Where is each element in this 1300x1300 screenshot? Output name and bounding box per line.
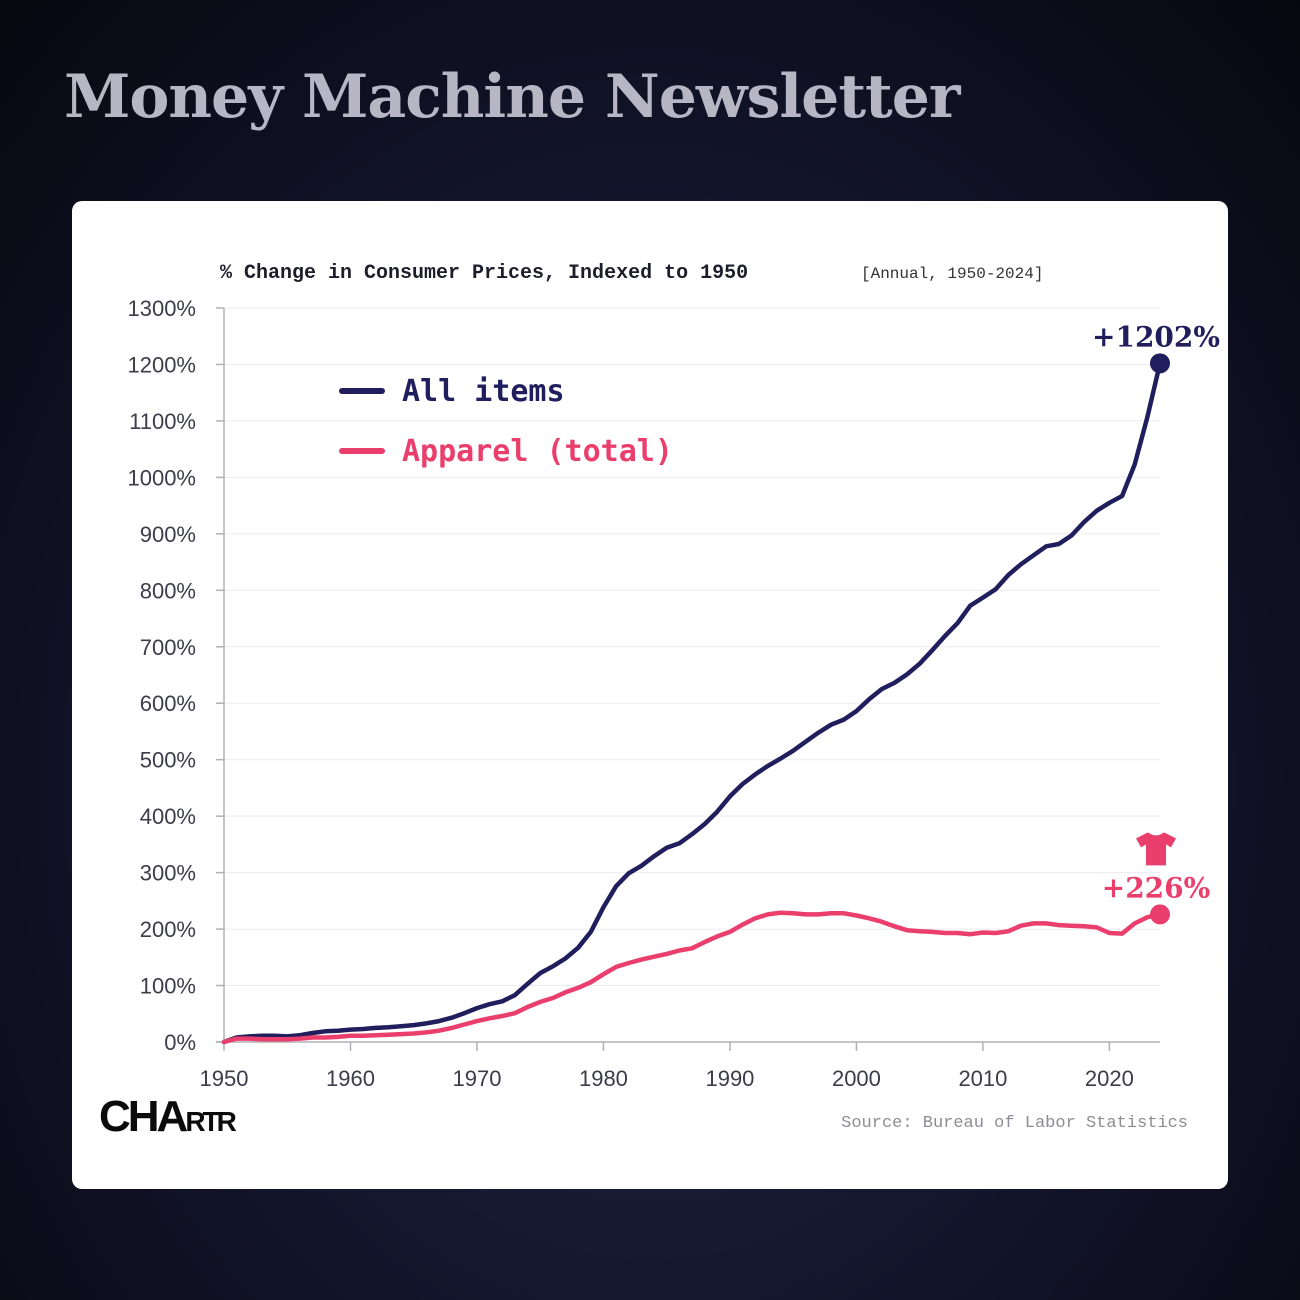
axes: 0% 100% 200% 300% 400% 500% 600% 700% 800% 900% 10… bbox=[127, 296, 1160, 1091]
x-tick-label: 1950 bbox=[200, 1066, 249, 1091]
chart-svg: % Change in Consumer Prices, Indexed to … bbox=[99, 262, 1220, 1141]
end-label-all_items: +1202% bbox=[1092, 320, 1220, 353]
x-tick-label: 1960 bbox=[326, 1066, 375, 1091]
x-tick-label: 2000 bbox=[832, 1066, 881, 1091]
x-tick-label: 1990 bbox=[705, 1066, 754, 1091]
end-point-apparel bbox=[1150, 904, 1170, 925]
y-tick-label: 100% bbox=[140, 974, 196, 999]
y-tick-label: 500% bbox=[140, 748, 196, 773]
newsletter-title: Money Machine Newsletter bbox=[64, 62, 961, 132]
y-tick-label: 900% bbox=[140, 522, 196, 547]
y-tick-label: 700% bbox=[140, 635, 196, 660]
y-tick-label: 200% bbox=[140, 917, 196, 942]
logo-main-text: CHARTR bbox=[99, 1092, 237, 1141]
series-layer bbox=[221, 361, 1163, 1045]
y-tick-label: 1000% bbox=[127, 465, 196, 490]
chartr-logo: CHARTR bbox=[99, 1092, 240, 1141]
y-tick-label: 300% bbox=[140, 861, 196, 886]
y-tick-label: 1100% bbox=[129, 409, 196, 434]
legend-label-all_items: All items bbox=[402, 374, 565, 409]
x-tick-label: 2010 bbox=[958, 1066, 1007, 1091]
y-tick-label: 600% bbox=[140, 691, 196, 716]
chart-title: % Change in Consumer Prices, Indexed to … bbox=[220, 262, 748, 285]
series-line-all_items bbox=[221, 361, 1163, 1045]
series-line-apparel bbox=[221, 910, 1163, 1045]
y-tick-label: 0% bbox=[164, 1030, 196, 1055]
gridlines bbox=[224, 307, 1160, 987]
end-annotations: +1202% +226% bbox=[1092, 320, 1220, 925]
end-label-apparel: +226% bbox=[1102, 871, 1211, 904]
legend-label-apparel: Apparel (total) bbox=[402, 434, 673, 469]
y-tick-label: 1300% bbox=[127, 296, 196, 321]
y-tick-label: 800% bbox=[140, 578, 196, 603]
legend: All items Apparel (total) bbox=[339, 374, 673, 469]
end-point-all_items bbox=[1150, 353, 1170, 374]
t-shirt-icon bbox=[1136, 832, 1176, 866]
x-tick-label: 2020 bbox=[1085, 1066, 1134, 1091]
y-tick-label: 400% bbox=[140, 804, 196, 829]
x-tick-label: 1970 bbox=[452, 1066, 501, 1091]
source-note: Source: Bureau of Labor Statistics bbox=[841, 1114, 1188, 1133]
chart-card: % Change in Consumer Prices, Indexed to … bbox=[72, 201, 1228, 1189]
x-tick-label: 1980 bbox=[579, 1066, 628, 1091]
y-tick-label: 1200% bbox=[127, 352, 196, 377]
chart-subtitle: [Annual, 1950-2024] bbox=[861, 265, 1043, 283]
